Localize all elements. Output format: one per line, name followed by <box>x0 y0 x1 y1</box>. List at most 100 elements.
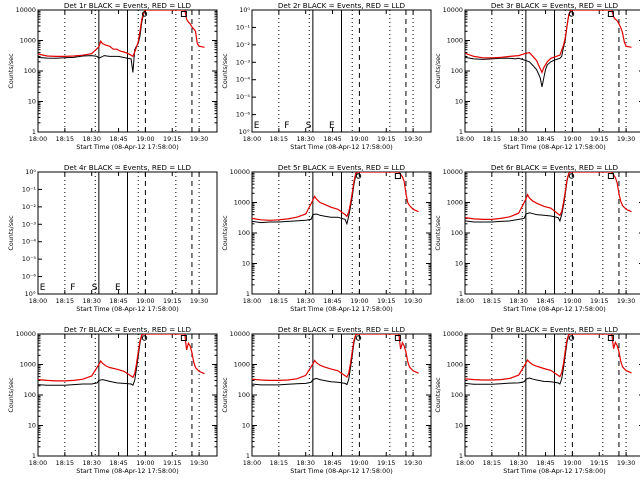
y-tick-label: 1000 <box>234 361 250 369</box>
phase-letter: E <box>254 121 260 131</box>
y-tick-label: 10⁻¹ <box>22 185 37 193</box>
y-tick-label: 1 <box>459 290 463 298</box>
x-tick-label: 18:15 <box>483 135 501 143</box>
detector-panel: Det 6r BLACK = Events, RED = LLD 18:00 18:… <box>434 163 640 313</box>
x-tick-label: 18:45 <box>109 459 127 467</box>
saturation-circle-marker <box>141 11 148 17</box>
x-tick-label: 18:45 <box>536 297 554 305</box>
x-tick-label: 18:00 <box>243 459 261 467</box>
x-tick-label: 19:15 <box>590 459 608 467</box>
y-tick-label: 10° <box>25 290 36 298</box>
y-tick-label: 1000 <box>447 361 463 369</box>
x-tick-label: 19:00 <box>136 297 154 305</box>
x-tick-label: 18:15 <box>483 297 501 305</box>
y-tick-label: 10000 <box>443 6 463 14</box>
x-tick-label: 18:30 <box>82 459 100 467</box>
panel-title: Det 2r BLACK = Events, RED = LLD <box>278 1 406 10</box>
y-axis-label: Counts/sec <box>434 53 442 89</box>
lld-series-line <box>465 334 632 381</box>
x-axis-label: Start Time (08-Apr-12 17:58:00) <box>290 143 392 151</box>
x-tick-label: 19:15 <box>163 135 181 143</box>
detector-panel: Det 7r BLACK = Events, RED = LLD 18:00 18:… <box>7 325 218 475</box>
y-tick-label: 10 <box>455 98 463 106</box>
phase-letter: E <box>40 283 46 293</box>
x-tick-label: 18:30 <box>82 297 100 305</box>
lld-series-line <box>252 172 419 221</box>
panel-title: Det 7r BLACK = Events, RED = LLD <box>64 325 192 334</box>
y-tick-label: 10 <box>455 260 463 268</box>
x-tick-label: 18:15 <box>56 459 74 467</box>
saturation-circle-marker <box>568 11 575 17</box>
y-tick-label: 10000 <box>16 330 36 338</box>
x-tick-label: 18:45 <box>109 297 127 305</box>
x-tick-label: 18:30 <box>82 135 100 143</box>
x-tick-label: 19:00 <box>136 135 154 143</box>
y-tick-label: 1000 <box>447 37 463 45</box>
x-tick-label: 19:15 <box>377 297 395 305</box>
panel-title: Det 3r BLACK = Events, RED = LLD <box>491 1 619 10</box>
x-tick-label: 18:00 <box>29 297 47 305</box>
y-tick-label: 100 <box>238 391 250 399</box>
y-tick-label: 10⁻³ <box>22 220 37 228</box>
x-tick-label: 18:00 <box>243 297 261 305</box>
detector-panel: Det 9r BLACK = Events, RED = LLD 18:00 18:… <box>434 325 640 475</box>
detector-panel: Det 5r BLACK = Events, RED = LLD 18:00 18:… <box>221 163 432 313</box>
y-tick-label: 10 <box>242 422 250 430</box>
x-tick-label: 19:30 <box>190 459 208 467</box>
lld-series-line <box>38 10 205 58</box>
y-tick-label: 100 <box>24 67 36 75</box>
x-tick-label: 18:00 <box>29 135 47 143</box>
events-series-line <box>38 334 144 386</box>
x-axis-label: Start Time (08-Apr-12 17:58:00) <box>503 143 605 151</box>
saturation-square-marker <box>180 11 187 17</box>
phase-letter: F <box>284 121 289 131</box>
x-axis-label: Start Time (08-Apr-12 17:58:00) <box>290 305 392 313</box>
panel-title: Det 1r BLACK = Events, RED = LLD <box>64 1 192 10</box>
plot-frame <box>464 333 640 457</box>
plot-frame <box>464 171 640 295</box>
x-tick-label: 19:30 <box>190 297 208 305</box>
plot-frame <box>37 171 218 295</box>
x-tick-label: 19:00 <box>350 459 368 467</box>
events-series-line <box>38 10 146 73</box>
phase-letter: F <box>70 283 75 293</box>
events-series-line <box>465 10 572 87</box>
x-tick-label: 18:30 <box>296 459 314 467</box>
saturation-square-marker <box>607 335 614 341</box>
lld-series-line <box>465 10 632 74</box>
y-tick-label: 10⁻¹ <box>236 23 251 31</box>
detector-panel: Det 1r BLACK = Events, RED = LLD 18:00 18:… <box>7 1 218 151</box>
x-tick-label: 18:00 <box>29 459 47 467</box>
detector-panel: Det 3r BLACK = Events, RED = LLD 18:00 18:… <box>434 1 640 151</box>
x-tick-label: 18:15 <box>56 135 74 143</box>
y-tick-label: 10000 <box>443 330 463 338</box>
lld-series-line <box>252 334 419 381</box>
y-tick-label: 10⁻⁵ <box>236 93 251 101</box>
x-tick-label: 19:15 <box>377 459 395 467</box>
events-series-line <box>252 334 358 386</box>
panel-title: Det 4r BLACK = Events, RED = LLD <box>64 163 192 172</box>
y-axis-label: Counts/sec <box>221 53 229 89</box>
y-tick-label: 100 <box>451 391 463 399</box>
x-tick-label: 18:45 <box>109 135 127 143</box>
x-tick-label: 19:15 <box>377 135 395 143</box>
x-tick-label: 19:00 <box>563 297 581 305</box>
x-tick-label: 18:45 <box>323 297 341 305</box>
y-tick-label: 1 <box>459 452 463 460</box>
saturation-square-marker <box>607 11 614 17</box>
events-series-line <box>465 334 571 385</box>
saturation-circle-marker <box>355 173 362 179</box>
x-tick-label: 19:00 <box>563 459 581 467</box>
saturation-square-marker <box>394 335 401 341</box>
x-tick-label: 19:30 <box>617 459 635 467</box>
x-tick-label: 18:00 <box>456 459 474 467</box>
y-tick-label: 1 <box>32 128 36 136</box>
phase-letter: S <box>306 121 312 131</box>
x-tick-label: 18:45 <box>536 135 554 143</box>
x-tick-label: 18:30 <box>509 297 527 305</box>
y-tick-label: 1 <box>32 452 36 460</box>
x-tick-label: 18:15 <box>270 459 288 467</box>
y-tick-label: 10⁻⁴ <box>236 76 251 84</box>
y-tick-label: 10⁻³ <box>236 58 251 66</box>
